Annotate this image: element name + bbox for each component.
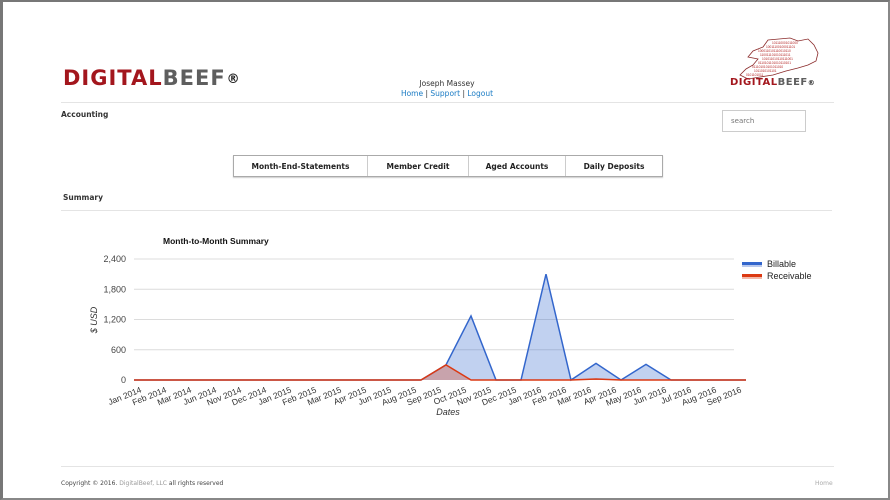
svg-text:101011010110111001: 101011010110111001 [762, 57, 793, 61]
footer-home-link[interactable]: Home [815, 480, 833, 487]
copyright-prefix: Copyright © 2016. [61, 480, 118, 487]
report-tabs: Month-End-Statements Member Credit Aged … [233, 155, 663, 177]
logo-part2: BEEF [162, 66, 226, 90]
billable-swatch [742, 261, 762, 267]
svg-text:10011100100011101: 10011100100011101 [766, 45, 795, 49]
right-logo-part1: DIGITAL [730, 77, 778, 88]
legend-billable-label: Billable [767, 259, 797, 269]
chart-legend: Billable Receivable [742, 258, 812, 282]
support-link[interactable]: Support [430, 89, 461, 98]
summary-divider [61, 210, 832, 211]
svg-text:101110001011000: 101110001011000 [772, 41, 798, 45]
tab-member-credit[interactable]: Member Credit [368, 156, 469, 176]
user-panel: Joseph Massey Home | Support | Logout [380, 79, 514, 99]
footer-divider [61, 466, 834, 467]
legend-receivable[interactable]: Receivable [742, 270, 812, 282]
svg-text:1000110101110010110: 1000110101110010110 [758, 49, 791, 53]
link-separator: | [462, 89, 465, 98]
copyright-suffix: all rights reserved [168, 480, 224, 487]
tab-aged-accounts[interactable]: Aged Accounts [469, 156, 566, 176]
home-link[interactable]: Home [400, 89, 424, 98]
svg-text:011101010101011010: 011101010101011010 [752, 65, 783, 69]
svg-text:110011101010111011: 110011101010111011 [760, 53, 791, 57]
copyright-brand[interactable]: DigitalBeef, LLC [119, 480, 167, 487]
registered-mark: ® [226, 72, 241, 87]
logo-part1: DIGITAL [63, 66, 163, 90]
digitalbeef-logo[interactable]: DIGITALBEEF® [63, 66, 241, 90]
tab-month-end-statements[interactable]: Month-End-Statements [234, 156, 368, 176]
legend-receivable-label: Receivable [767, 271, 812, 281]
chart-title: Month-to-Month Summary [163, 236, 269, 246]
legend-billable[interactable]: Billable [742, 258, 812, 270]
user-links: Home | Support | Logout [380, 89, 514, 99]
svg-text:0101101011: 0101101011 [746, 73, 763, 77]
link-separator: | [425, 89, 429, 98]
right-logo-part2: BEEF [777, 77, 808, 88]
bull-binary-icon: 101110001011000 10011100100011101 100011… [739, 37, 819, 80]
tab-daily-deposits[interactable]: Daily Deposits [583, 161, 645, 171]
summary-label: Summary [63, 193, 104, 202]
svg-text:1011010101101: 1011010101101 [754, 69, 777, 73]
user-name: Joseph Massey [419, 79, 475, 88]
section-label: Accounting [61, 110, 109, 119]
search-input[interactable] [722, 110, 806, 132]
logout-link[interactable]: Logout [467, 89, 494, 98]
svg-text:0110101101010110101: 0110101101010110101 [758, 61, 791, 65]
right-logo: DIGITALBEEF® [730, 77, 815, 88]
header-divider [61, 102, 834, 103]
receivable-swatch [742, 273, 762, 279]
copyright: Copyright © 2016. DigitalBeef, LLC all r… [61, 480, 223, 487]
right-logo-reg: ® [807, 79, 816, 87]
